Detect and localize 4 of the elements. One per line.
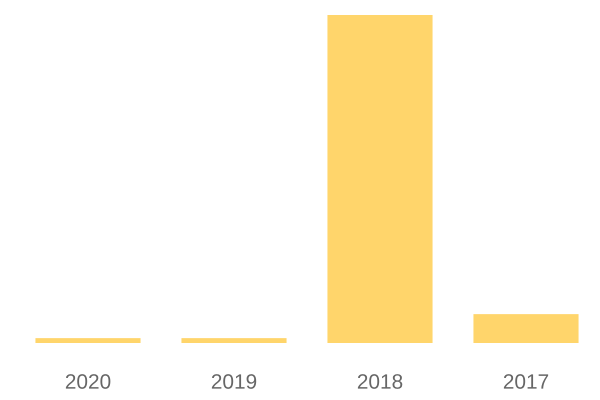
x-tick-label: 2020 xyxy=(66,374,110,389)
x-tick-label: 2019 xyxy=(212,374,256,389)
x-tick-label: 2017 xyxy=(504,374,548,389)
x-tick-label: 2018 xyxy=(358,374,402,389)
